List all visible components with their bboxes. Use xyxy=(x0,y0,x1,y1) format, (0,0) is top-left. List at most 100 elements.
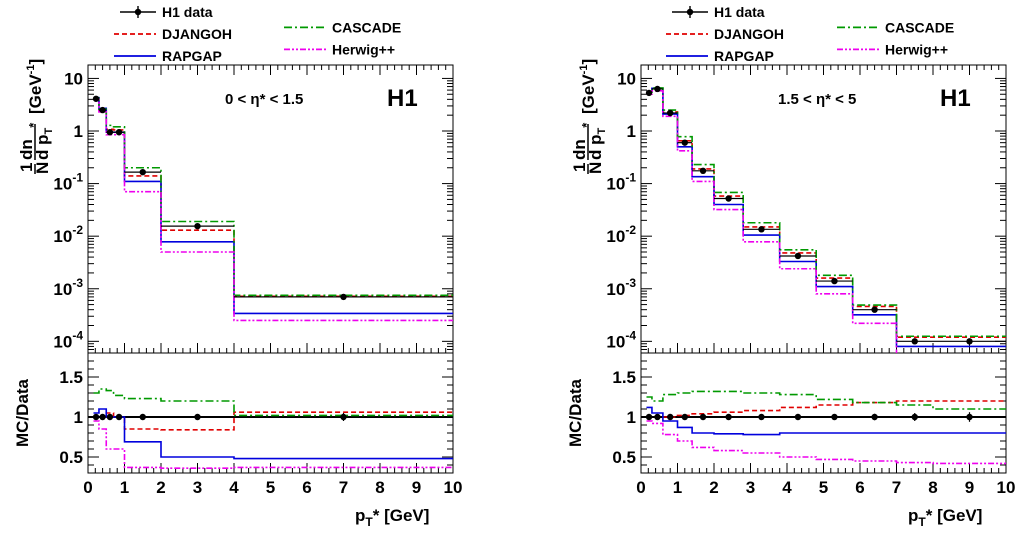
ratio-line-herwig xyxy=(93,420,453,469)
legend-label-data: H1 data xyxy=(714,4,765,20)
ratio-data-point xyxy=(794,413,802,421)
x-tick-label: 5 xyxy=(266,478,275,497)
x-tick-label: 8 xyxy=(928,478,937,497)
y-title-sub: T xyxy=(43,128,55,135)
ratio-data-point xyxy=(758,413,765,421)
data-point xyxy=(758,226,765,233)
ratio-line-rapgap xyxy=(93,408,453,460)
series-line-herwig xyxy=(93,98,453,322)
ratio-tick-label: 0.5 xyxy=(59,448,83,467)
x-tick-label: 2 xyxy=(156,478,165,497)
legend-label-rapgap: RAPGAP xyxy=(162,48,222,64)
ratio-series-group xyxy=(88,388,453,469)
ratio-tick-label: 1 xyxy=(74,408,83,427)
y-tick-label: 10-1 xyxy=(53,171,83,194)
experiment-label: H1 xyxy=(940,85,971,112)
x-title-sub: T xyxy=(365,515,373,529)
x-tick-label: 7 xyxy=(339,478,348,497)
ratio-data-point xyxy=(654,413,661,421)
y-title-dp: d p xyxy=(33,135,52,161)
y-title-dn: dn xyxy=(17,139,36,160)
ratio-data-point xyxy=(911,413,918,421)
ratio-data-point xyxy=(681,413,688,421)
y-tick-base: 10 xyxy=(606,227,625,246)
ratio-data-point xyxy=(645,413,653,421)
y-tick-base: 1 xyxy=(627,122,636,141)
y-title-sub: T xyxy=(596,128,608,135)
series-line-djangoh xyxy=(646,87,1006,338)
main-series-group xyxy=(92,95,453,322)
y-tick-label: 10-4 xyxy=(53,328,83,351)
x-title-p: p xyxy=(355,506,365,525)
x-tick-label: 0 xyxy=(636,478,645,497)
y-tick-exponent: -2 xyxy=(72,223,83,237)
y-tick-exponent: -4 xyxy=(625,328,636,342)
ratio-data-point xyxy=(194,413,201,421)
x-tick-label: 1 xyxy=(120,478,129,497)
ratio-line-cascade xyxy=(93,388,453,417)
y-tick-exponent: -1 xyxy=(72,171,83,185)
x-tick-label: 4 xyxy=(782,478,792,497)
ratio-data-point xyxy=(725,413,732,421)
y-tick-exponent: -3 xyxy=(72,276,83,290)
legend-marker-data-point xyxy=(134,8,142,16)
data-point xyxy=(966,338,973,345)
y-title-dn: dn xyxy=(570,139,589,160)
data-point xyxy=(645,89,653,97)
y-title-unit: [GeV-1] xyxy=(578,59,598,114)
ratio-tick-label: 1.5 xyxy=(612,368,636,387)
data-point xyxy=(340,293,347,301)
legend-label-djangoh: DJANGOH xyxy=(162,26,232,42)
y-title-unit-exp: -1 xyxy=(25,65,37,75)
ratio-data-point xyxy=(115,413,123,421)
y-title-n: N xyxy=(33,162,52,174)
data-point xyxy=(681,139,688,146)
y-tick-exponent: -2 xyxy=(625,223,636,237)
y-title-star: * xyxy=(26,122,41,128)
y-tick-label: 1 xyxy=(627,122,636,141)
y-title-unit-text: [GeV xyxy=(579,74,598,114)
legend-label-herwig: Herwig++ xyxy=(332,41,395,57)
x-tick-label: 3 xyxy=(746,478,755,497)
y-tick-base: 10 xyxy=(53,175,72,194)
y-title-denominator: d pT* xyxy=(579,122,608,160)
legend-label-herwig: Herwig++ xyxy=(885,41,948,57)
y-title-star: * xyxy=(579,122,594,128)
ratio-data-point xyxy=(340,413,347,421)
x-tick-label: 0 xyxy=(83,478,92,497)
ratio-data-point xyxy=(106,413,114,421)
data-point xyxy=(699,167,707,175)
legend-label-djangoh: DJANGOH xyxy=(714,26,784,42)
data-point xyxy=(911,338,918,345)
ratio-series-group xyxy=(641,390,1006,465)
x-title-rest: * [GeV] xyxy=(373,506,430,525)
x-axis-title: pT* [GeV] xyxy=(355,506,429,529)
x-axis-title: pT* [GeV] xyxy=(908,506,982,529)
series-line-rapgap xyxy=(646,87,1006,348)
x-tick-label: 10 xyxy=(444,478,463,497)
y-tick-label: 10 xyxy=(64,69,83,88)
x-tick-label: 3 xyxy=(193,478,202,497)
data-point xyxy=(99,106,106,114)
ratio-axis-title: MC/Data xyxy=(566,378,585,447)
data-point xyxy=(667,109,674,117)
x-tick-label: 6 xyxy=(855,478,864,497)
y-tick-base: 10 xyxy=(606,280,625,299)
ratio-plot-frame xyxy=(87,352,454,474)
data-point xyxy=(106,128,114,136)
legend-label-rapgap: RAPGAP xyxy=(714,48,774,64)
main-series-group xyxy=(645,85,1006,353)
ratio-data-point xyxy=(966,413,973,421)
ratio-tick-label: 0.5 xyxy=(612,448,636,467)
legend-label-cascade: CASCADE xyxy=(885,19,954,35)
x-title-rest: * [GeV] xyxy=(926,506,983,525)
y-tick-label: 10 xyxy=(617,69,636,88)
x-tick-label: 6 xyxy=(302,478,311,497)
x-tick-label: 4 xyxy=(229,478,239,497)
x-tick-label: 2 xyxy=(709,478,718,497)
x-tick-label: 8 xyxy=(375,478,384,497)
y-tick-label: 10-2 xyxy=(606,223,636,246)
